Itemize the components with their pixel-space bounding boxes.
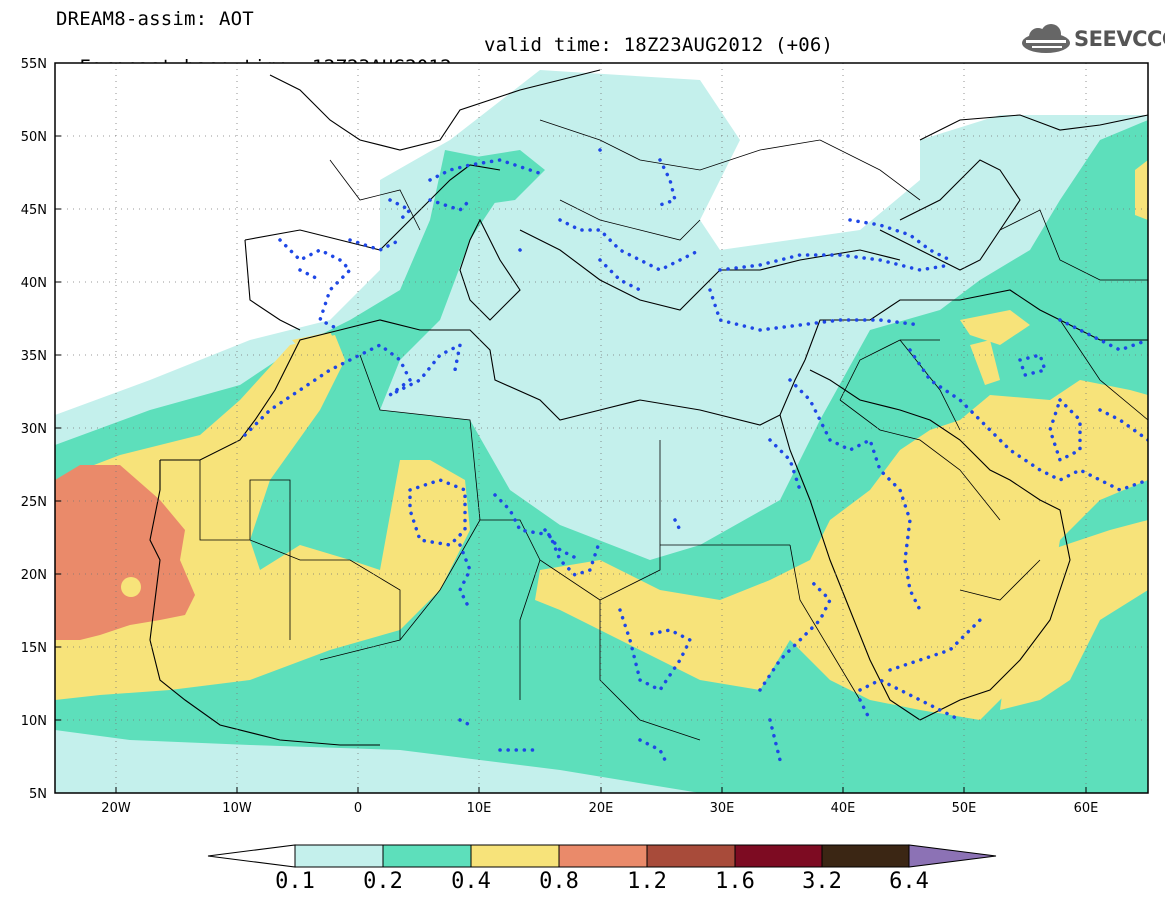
colorbar-box-5 [646, 844, 736, 868]
colorbar-label-0-1: 0.1 [275, 869, 315, 894]
colorbar-box-1 [294, 844, 384, 868]
colorbar-label-0-4: 0.4 [451, 869, 491, 894]
x-tick-20e: 20E [589, 801, 614, 816]
aot-band-0-4-morocco [292, 332, 340, 355]
x-tick-30e: 30E [710, 801, 735, 816]
tick-marks [55, 135, 1087, 793]
y-tick-35n: 35N [21, 349, 47, 364]
graticule [55, 63, 1148, 793]
colorbar-label-1-2: 1.2 [627, 869, 667, 894]
x-tick-40e: 40E [831, 801, 856, 816]
coastlines [149, 69, 1148, 746]
x-tick-labels: 20W 10W 0 10E 20E 30E 40E 50E 60E [101, 801, 1098, 816]
y-tick-5n: 5N [29, 787, 47, 802]
colorbar-box-7 [821, 844, 910, 868]
valid-time: valid time: 18Z23AUG2012 (+06) [484, 34, 834, 56]
y-tick-20n: 20N [21, 568, 47, 583]
colorbar-label-0-8: 0.8 [539, 869, 579, 894]
aot-band-0-4-caspian [960, 310, 1030, 345]
colorbar-label-0-2: 0.2 [363, 869, 403, 894]
colorbar-label-6-4: 6.4 [889, 869, 929, 894]
borders [199, 119, 1148, 741]
x-tick-60e: 60E [1074, 801, 1099, 816]
model-title: DREAM8-assim: AOT [56, 8, 254, 30]
colorbar-label-1-6: 1.6 [715, 869, 755, 894]
x-tick-10w: 10W [222, 801, 252, 816]
y-tick-30n: 30N [21, 422, 47, 437]
y-tick-10n: 10N [21, 714, 47, 729]
colorbar-box-6 [734, 844, 823, 868]
colorbar [207, 844, 997, 868]
aot-band-0-4-spot [121, 577, 141, 597]
seevccc-logo [1022, 24, 1070, 53]
aot-band-0-4-arabia [1000, 520, 1148, 710]
aot-band-0-4-kazakh [1135, 160, 1148, 220]
logo-text: SEEVCCC [1074, 27, 1165, 51]
colorbar-box-3 [470, 844, 560, 868]
y-tick-45n: 45N [21, 203, 47, 218]
y-tick-55n: 55N [21, 57, 47, 72]
cloud-icon [1022, 24, 1070, 53]
y-tick-25n: 25N [21, 495, 47, 510]
x-tick-0: 0 [354, 801, 362, 816]
aot-dotted-contour [243, 148, 1148, 762]
colorbar-low-arrow [207, 844, 296, 868]
x-tick-20w: 20W [101, 801, 131, 816]
x-tick-10e: 10E [467, 801, 492, 816]
y-tick-50n: 50N [21, 130, 47, 145]
aot-band-0-4-central [535, 380, 1148, 720]
colorbar-high-arrow [908, 844, 997, 868]
y-tick-labels: 5N 10N 15N 20N 25N 30N 35N 40N 45N 50N 5… [21, 57, 47, 802]
aot-band-0-8 [55, 465, 195, 640]
colorbar-box-2 [382, 844, 472, 868]
x-tick-50e: 50E [952, 801, 977, 816]
y-tick-15n: 15N [21, 641, 47, 656]
colorbar-label-3-2: 3.2 [802, 869, 842, 894]
colorbar-box-4 [558, 844, 648, 868]
aot-band-0-4-iran [970, 340, 1000, 385]
y-tick-40n: 40N [21, 276, 47, 291]
